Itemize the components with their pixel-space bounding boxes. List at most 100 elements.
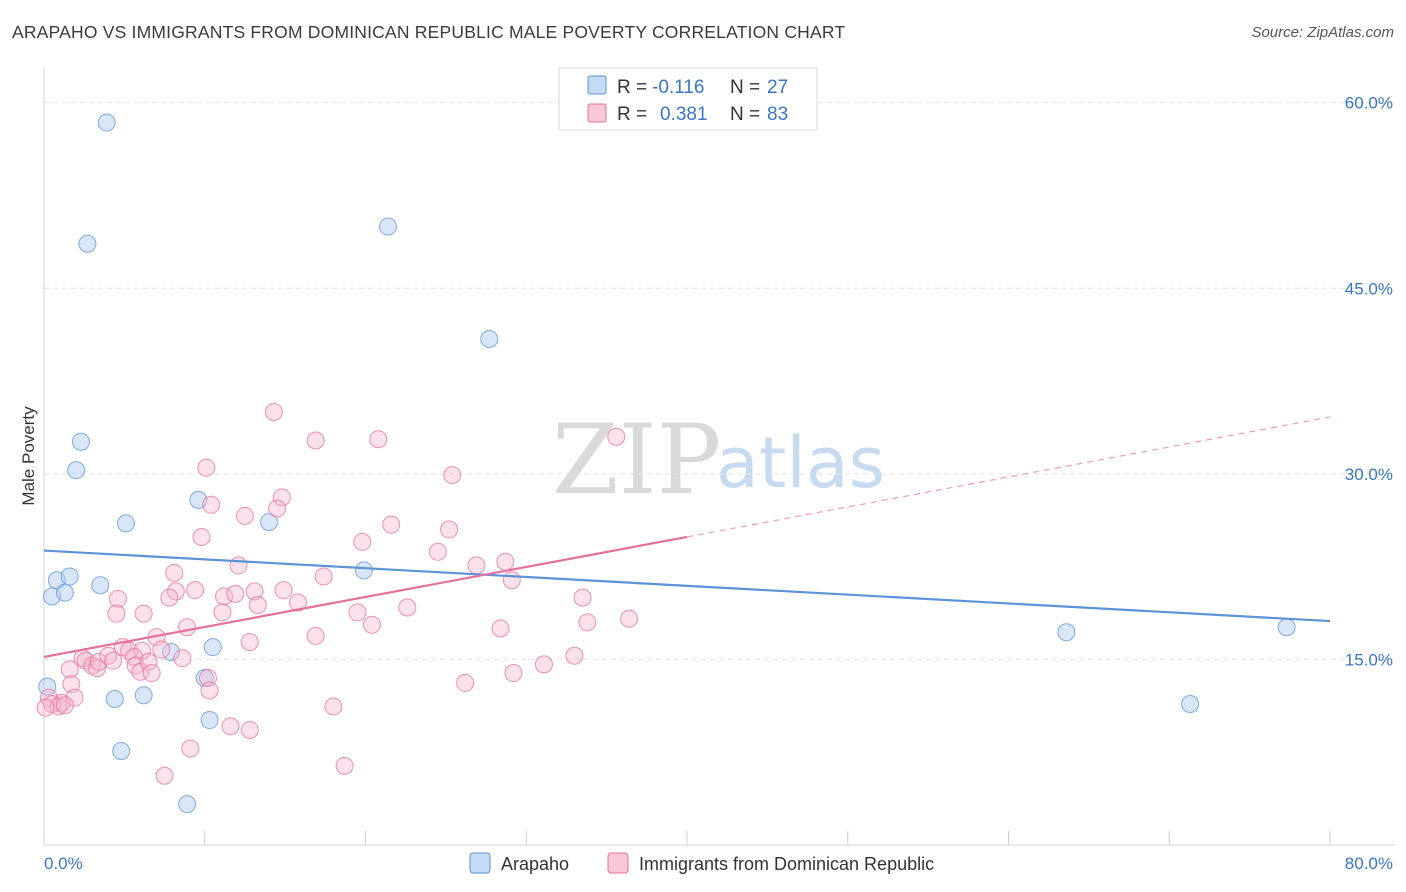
arapaho-point xyxy=(60,567,79,586)
dominican-point xyxy=(65,688,84,707)
arapaho-point xyxy=(178,795,197,814)
legend-n-value-dominican: 83 xyxy=(767,104,788,125)
dominican-point xyxy=(428,542,447,561)
dominican-point xyxy=(108,589,127,608)
dominican-point xyxy=(186,581,205,600)
dominican-point xyxy=(306,431,325,450)
gridlines xyxy=(44,102,1395,660)
dominican-point xyxy=(324,697,343,716)
arapaho-point xyxy=(38,677,57,696)
legend-n-label-dominican: N = xyxy=(730,104,760,125)
dominican-point xyxy=(62,675,81,694)
bottom-legend-label-arapaho: Arapaho xyxy=(501,854,569,874)
dominican-point xyxy=(443,466,462,485)
legend-swatch-dominican xyxy=(587,103,607,123)
bottom-legend-label-dominican: Immigrants from Dominican Republic xyxy=(639,854,934,874)
legend-r-value-arapaho: -0.116 xyxy=(652,77,704,98)
dominican-point xyxy=(202,495,221,514)
dominican-point xyxy=(49,697,68,716)
dominican-point xyxy=(152,640,171,659)
watermark: ZIP atlas xyxy=(552,404,885,516)
dominican-point xyxy=(178,618,197,637)
dominican-point xyxy=(197,458,216,477)
arapaho-point xyxy=(78,234,97,253)
data-points xyxy=(36,113,1296,814)
dominican-point xyxy=(288,593,307,612)
dominican-point xyxy=(200,681,219,700)
arapaho-point xyxy=(200,711,219,730)
dominican-point xyxy=(268,499,287,518)
bottom-legend-swatch-dominican xyxy=(607,852,629,874)
dominican-point xyxy=(578,613,597,632)
arapaho-point xyxy=(97,113,116,132)
dominican-point xyxy=(467,556,486,575)
dominican-point xyxy=(240,720,259,739)
dominican-point xyxy=(348,603,367,622)
dominican-point xyxy=(181,739,200,758)
arapaho-point xyxy=(1277,618,1296,637)
dominican-point xyxy=(398,598,417,617)
dominican-point xyxy=(314,567,333,586)
y-axis-label: Male Poverty xyxy=(19,406,38,506)
dominican-point xyxy=(335,756,354,775)
dominican-point xyxy=(573,588,592,607)
arapaho-point xyxy=(260,513,279,532)
y-tick-labels: 15.0% 30.0% 45.0% 60.0% xyxy=(1345,94,1393,670)
dominican-point xyxy=(221,717,240,736)
dominican-point xyxy=(491,619,510,638)
arapaho-point xyxy=(1181,694,1200,713)
arapaho-point xyxy=(116,514,135,533)
dominican-point xyxy=(120,641,139,660)
dominican-point xyxy=(502,571,521,590)
dominican-point xyxy=(496,552,515,571)
dominican-point xyxy=(565,646,584,665)
arapaho-point xyxy=(1057,623,1076,642)
trend-lines xyxy=(43,416,1331,659)
dominican-point xyxy=(155,766,174,785)
dominican-point xyxy=(165,563,184,582)
dominican-point xyxy=(353,532,372,551)
dominican-point xyxy=(192,527,211,546)
y-tick-label: 15.0% xyxy=(1345,650,1393,669)
dominican-point xyxy=(226,584,245,603)
axes xyxy=(43,68,1395,846)
arapaho-point xyxy=(203,638,222,657)
dominican-trend-line xyxy=(43,535,688,659)
dominican-point xyxy=(55,696,74,715)
arapaho-point xyxy=(480,330,499,349)
dominican-point xyxy=(139,652,158,671)
legend-n-value-arapaho: 27 xyxy=(767,77,788,98)
dominican-point xyxy=(229,556,248,575)
dominican-point xyxy=(456,673,475,692)
dominican-point xyxy=(104,651,123,670)
dominican-point xyxy=(245,582,264,601)
dominican-point xyxy=(534,655,553,674)
legend-swatch-arapaho xyxy=(587,75,607,95)
x-tick-label-min: 0.0% xyxy=(44,854,83,873)
dominican-point xyxy=(440,520,459,539)
dominican-point xyxy=(160,588,179,607)
dominican-point xyxy=(88,659,107,678)
arapaho-point xyxy=(354,561,373,580)
dominican-point xyxy=(134,604,153,623)
arapaho-point xyxy=(134,686,153,705)
dominican-point xyxy=(369,430,388,449)
arapaho-point xyxy=(55,583,74,602)
dominican-point xyxy=(107,604,126,623)
legend-r-label-arapaho: R = xyxy=(617,77,647,98)
dominican-point xyxy=(36,698,55,717)
dominican-point xyxy=(235,506,254,525)
source-label: Source: ZipAtlas.com xyxy=(1251,24,1394,41)
dominican-point xyxy=(89,652,108,671)
dominican-point xyxy=(272,488,291,507)
bottom-legend-swatch-arapaho xyxy=(469,852,491,874)
chart-title: ARAPAHO VS IMMIGRANTS FROM DOMINICAN REP… xyxy=(12,22,846,42)
arapaho-point xyxy=(71,432,90,451)
dominican-point xyxy=(60,660,79,679)
arapaho-point xyxy=(379,217,398,236)
y-tick-label: 45.0% xyxy=(1345,279,1393,298)
dominican-point xyxy=(264,403,283,422)
legend-r-label-dominican: R = xyxy=(617,104,647,125)
dominican-point xyxy=(99,646,118,665)
